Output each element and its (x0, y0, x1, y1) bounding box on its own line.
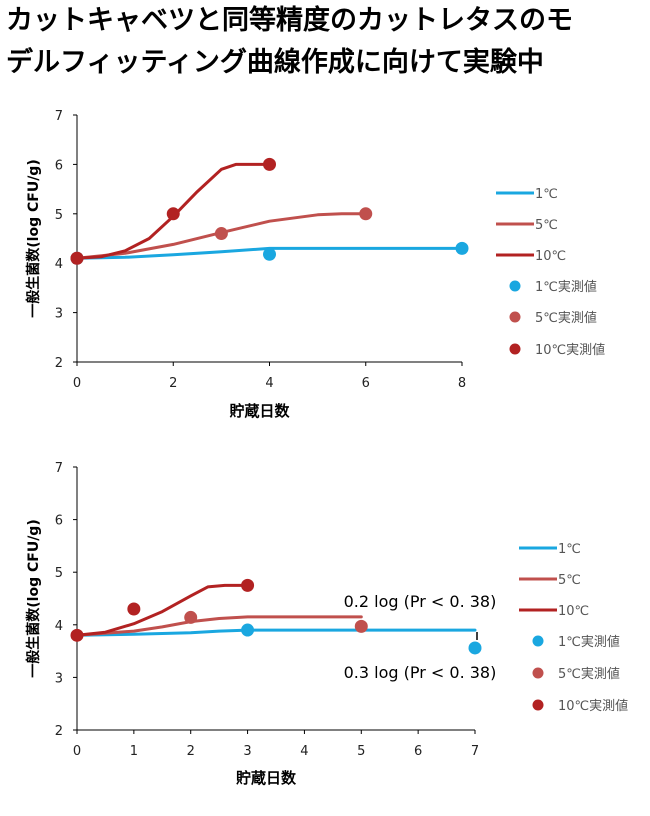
y-tick-label: 4 (55, 619, 63, 634)
x-tick-label: 6 (362, 376, 370, 391)
y-tick-label: 2 (55, 356, 63, 371)
legend-label: 1℃ (558, 542, 581, 557)
data-point (359, 207, 373, 221)
y-tick-label: 6 (55, 158, 63, 173)
y-axis-label: 一般生菌数(log CFU/g) (25, 519, 42, 677)
y-axis-label: 一般生菌数(log CFU/g) (25, 159, 42, 317)
data-point (166, 207, 180, 221)
legend-label: 5℃ (535, 218, 558, 233)
series-line-2 (75, 212, 368, 260)
y-tick-label: 3 (55, 671, 63, 686)
legend-marker-swatch (532, 667, 544, 679)
legend-marker-swatch (532, 699, 544, 711)
data-point (184, 610, 198, 624)
x-tick-label: 7 (471, 744, 479, 759)
y-tick-label: 7 (55, 461, 63, 476)
chart-2: 2 3 4 5 6 7 0 1 2 3 4 5 6 7 貯蔵日数 一般生菌数(log CFU/g) 1℃ 5℃ 10… (25, 461, 628, 787)
data-point (455, 241, 469, 255)
y-tick-label: 3 (55, 307, 63, 322)
legend-marker-swatch (509, 280, 521, 292)
legend-label: 10℃ (558, 604, 589, 619)
data-point (70, 251, 84, 265)
data-point (263, 247, 276, 261)
annotation-text: 0.2 log (Pr < 0. 38) (344, 592, 497, 611)
data-point (127, 602, 141, 616)
page-title: カットキャベツと同等精度のカットレタスのモ デルフィッティング曲線作成に向けて実… (6, 0, 646, 84)
y-tick-label: 5 (55, 566, 63, 581)
y-tick-label: 4 (55, 257, 63, 272)
x-axis-label: 貯蔵日数 (229, 402, 290, 420)
legend-marker-swatch (509, 311, 521, 323)
y-tick-label: 2 (55, 724, 63, 739)
page-title-line1: カットキャベツと同等精度のカットレタスのモ (6, 5, 573, 36)
x-tick-label: 1 (130, 744, 138, 759)
y-tick-label: 7 (55, 109, 63, 124)
x-tick-label: 2 (187, 744, 195, 759)
data-point (241, 623, 255, 637)
data-point (70, 628, 84, 642)
series-line-3 (75, 162, 271, 260)
legend-label: 1℃実測値 (535, 279, 597, 295)
annotation-text: 0.3 log (Pr < 0. 38) (344, 663, 497, 682)
x-tick-label: 8 (458, 376, 466, 391)
x-tick-label: 4 (300, 744, 308, 759)
legend-label: 5℃実測値 (558, 666, 620, 682)
data-point (241, 578, 255, 592)
legend-label: 10℃実測値 (558, 698, 628, 714)
x-tick-label: 2 (169, 376, 177, 391)
x-tick-label: 6 (414, 744, 422, 759)
page-title-line2: デルフィッティング曲線作成に向けて実験中 (6, 47, 544, 78)
y-tick-label: 5 (55, 208, 63, 223)
legend-marker-swatch (532, 635, 544, 647)
series-line-3 (75, 583, 250, 637)
data-point (214, 227, 228, 241)
data-point (354, 619, 368, 633)
x-tick-label: 5 (357, 744, 365, 759)
x-tick-label: 3 (243, 744, 251, 759)
x-tick-label: 0 (73, 376, 81, 391)
legend-label: 5℃実測値 (535, 310, 597, 326)
legend-label: 1℃実測値 (558, 634, 620, 650)
legend-label: 1℃ (535, 187, 558, 202)
data-point (263, 157, 276, 171)
y-tick-label: 6 (55, 514, 63, 529)
legend-label: 10℃ (535, 249, 566, 264)
legend-marker-swatch (509, 343, 521, 355)
x-tick-label: 0 (73, 744, 81, 759)
legend-label: 10℃実測値 (535, 342, 605, 358)
legend-label: 5℃ (558, 573, 581, 588)
series-line-2 (75, 615, 363, 637)
x-tick-label: 4 (265, 376, 273, 391)
data-point (468, 641, 482, 655)
x-axis-label: 貯蔵日数 (236, 769, 297, 787)
